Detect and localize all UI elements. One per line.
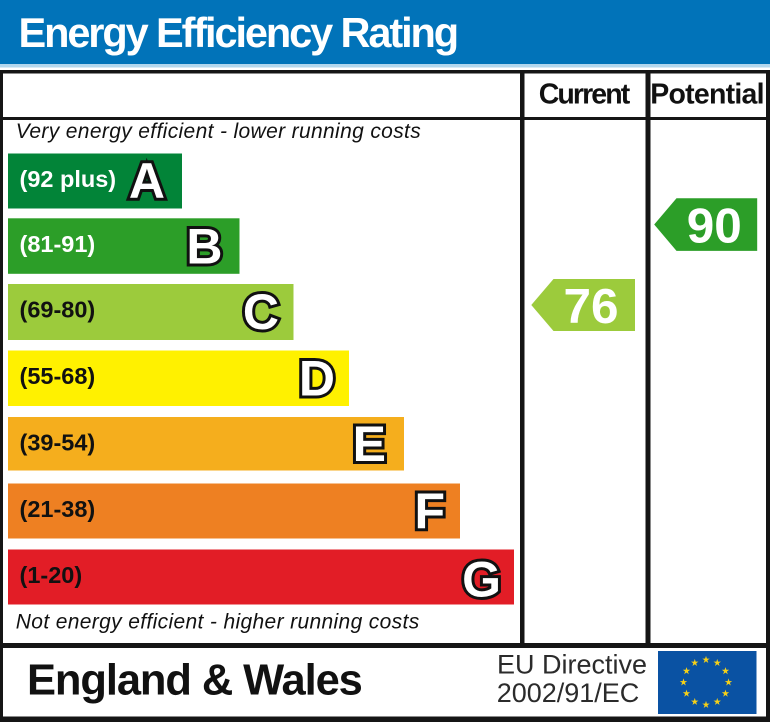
- svg-text:G: G: [462, 552, 501, 608]
- svg-text:C: C: [243, 284, 279, 340]
- svg-text:(39-54): (39-54): [20, 430, 96, 456]
- svg-text:(92 plus): (92 plus): [20, 166, 117, 192]
- svg-text:(81-91): (81-91): [20, 231, 96, 257]
- svg-text:Potential: Potential: [650, 79, 764, 111]
- svg-text:Energy Efficiency Rating: Energy Efficiency Rating: [19, 9, 458, 56]
- svg-text:(21-38): (21-38): [20, 496, 96, 522]
- svg-text:(69-80): (69-80): [20, 297, 96, 323]
- svg-text:F: F: [414, 483, 445, 539]
- svg-text:B: B: [186, 219, 222, 275]
- svg-text:(1-20): (1-20): [20, 562, 83, 588]
- svg-text:90: 90: [687, 199, 742, 254]
- svg-text:EU Directive: EU Directive: [497, 650, 647, 680]
- svg-text:England & Wales: England & Wales: [27, 657, 362, 705]
- svg-text:A: A: [129, 153, 165, 209]
- svg-text:Not energy efficient - higher: Not energy efficient - higher running co…: [16, 611, 420, 634]
- svg-text:(55-68): (55-68): [20, 363, 96, 389]
- svg-text:2002/91/EC: 2002/91/EC: [497, 678, 640, 708]
- svg-text:76: 76: [563, 279, 618, 334]
- svg-text:Very energy efficient - lower: Very energy efficient - lower running co…: [16, 120, 421, 143]
- svg-text:D: D: [299, 351, 335, 407]
- svg-text:E: E: [353, 416, 386, 472]
- svg-text:Current: Current: [539, 79, 631, 111]
